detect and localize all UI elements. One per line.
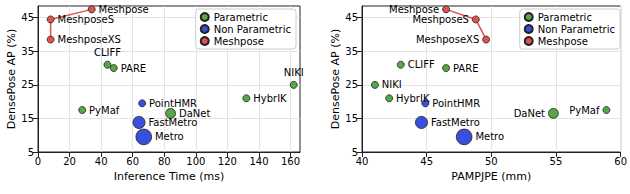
svg-text:Non Parametric: Non Parametric	[538, 24, 615, 35]
svg-text:5: 5	[351, 146, 358, 158]
svg-text:120: 120	[218, 156, 237, 167]
svg-text:60: 60	[614, 156, 627, 167]
svg-text:15: 15	[345, 113, 358, 124]
svg-text:140: 140	[249, 156, 268, 167]
svg-text:DensePose AP (%): DensePose AP (%)	[5, 29, 18, 129]
svg-text:DaNet: DaNet	[514, 108, 545, 119]
svg-text:50: 50	[485, 156, 498, 167]
svg-text:CLIFF: CLIFF	[408, 59, 435, 70]
svg-text:CLIFF: CLIFF	[94, 47, 121, 58]
svg-text:Non Parametric: Non Parametric	[214, 24, 291, 35]
svg-text:MeshposeXS: MeshposeXS	[58, 34, 121, 45]
svg-text:PARE: PARE	[121, 63, 147, 74]
svg-text:Metro: Metro	[155, 131, 184, 142]
svg-text:45: 45	[21, 12, 34, 23]
svg-text:160: 160	[281, 156, 300, 167]
svg-text:20: 20	[63, 156, 76, 167]
svg-text:PyMaf: PyMaf	[569, 105, 600, 116]
svg-text:80: 80	[158, 156, 171, 167]
svg-text:PyMaf: PyMaf	[89, 105, 120, 116]
svg-text:Parametric: Parametric	[214, 12, 268, 23]
svg-text:MeshposeS: MeshposeS	[58, 14, 115, 25]
svg-text:DaNet: DaNet	[178, 107, 211, 119]
svg-text:HybrIK: HybrIK	[396, 93, 430, 104]
svg-text:25: 25	[21, 79, 34, 90]
svg-text:Meshpose: Meshpose	[214, 36, 264, 47]
svg-text:35: 35	[345, 46, 358, 57]
svg-text:45: 45	[420, 156, 433, 167]
svg-text:PAMPJPE (mm): PAMPJPE (mm)	[451, 170, 531, 183]
svg-text:40: 40	[356, 156, 369, 167]
svg-text:45: 45	[345, 12, 358, 23]
svg-text:35: 35	[21, 46, 34, 57]
svg-text:MeshposeS: MeshposeS	[412, 14, 469, 25]
svg-text:Meshpose: Meshpose	[389, 3, 440, 15]
svg-text:FastMetro: FastMetro	[148, 117, 197, 128]
svg-text:Meshpose: Meshpose	[538, 36, 588, 47]
svg-text:NIKI: NIKI	[382, 79, 402, 90]
svg-text:Parametric: Parametric	[538, 12, 592, 23]
svg-text:Metro: Metro	[475, 131, 504, 142]
svg-text:PointHMR: PointHMR	[432, 98, 480, 109]
svg-text:FastMetro: FastMetro	[431, 117, 480, 128]
svg-text:Inference Time (ms): Inference Time (ms)	[114, 170, 225, 183]
svg-text:MeshposeXS: MeshposeXS	[416, 34, 479, 45]
svg-text:NIKI: NIKI	[284, 67, 304, 78]
svg-text:PARE: PARE	[453, 63, 479, 74]
svg-text:5: 5	[28, 147, 34, 158]
svg-text:PointHMR: PointHMR	[149, 98, 197, 109]
svg-text:25: 25	[345, 79, 358, 90]
svg-text:55: 55	[550, 156, 563, 167]
svg-text:DensePose AP (%): DensePose AP (%)	[329, 29, 342, 129]
svg-text:15: 15	[21, 113, 34, 124]
svg-text:Meshpose: Meshpose	[98, 3, 149, 15]
svg-text:0: 0	[35, 156, 41, 167]
svg-text:HybrIK: HybrIK	[253, 93, 287, 104]
svg-text:100: 100	[186, 156, 205, 167]
svg-text:60: 60	[126, 156, 139, 167]
svg-text:40: 40	[95, 156, 108, 167]
